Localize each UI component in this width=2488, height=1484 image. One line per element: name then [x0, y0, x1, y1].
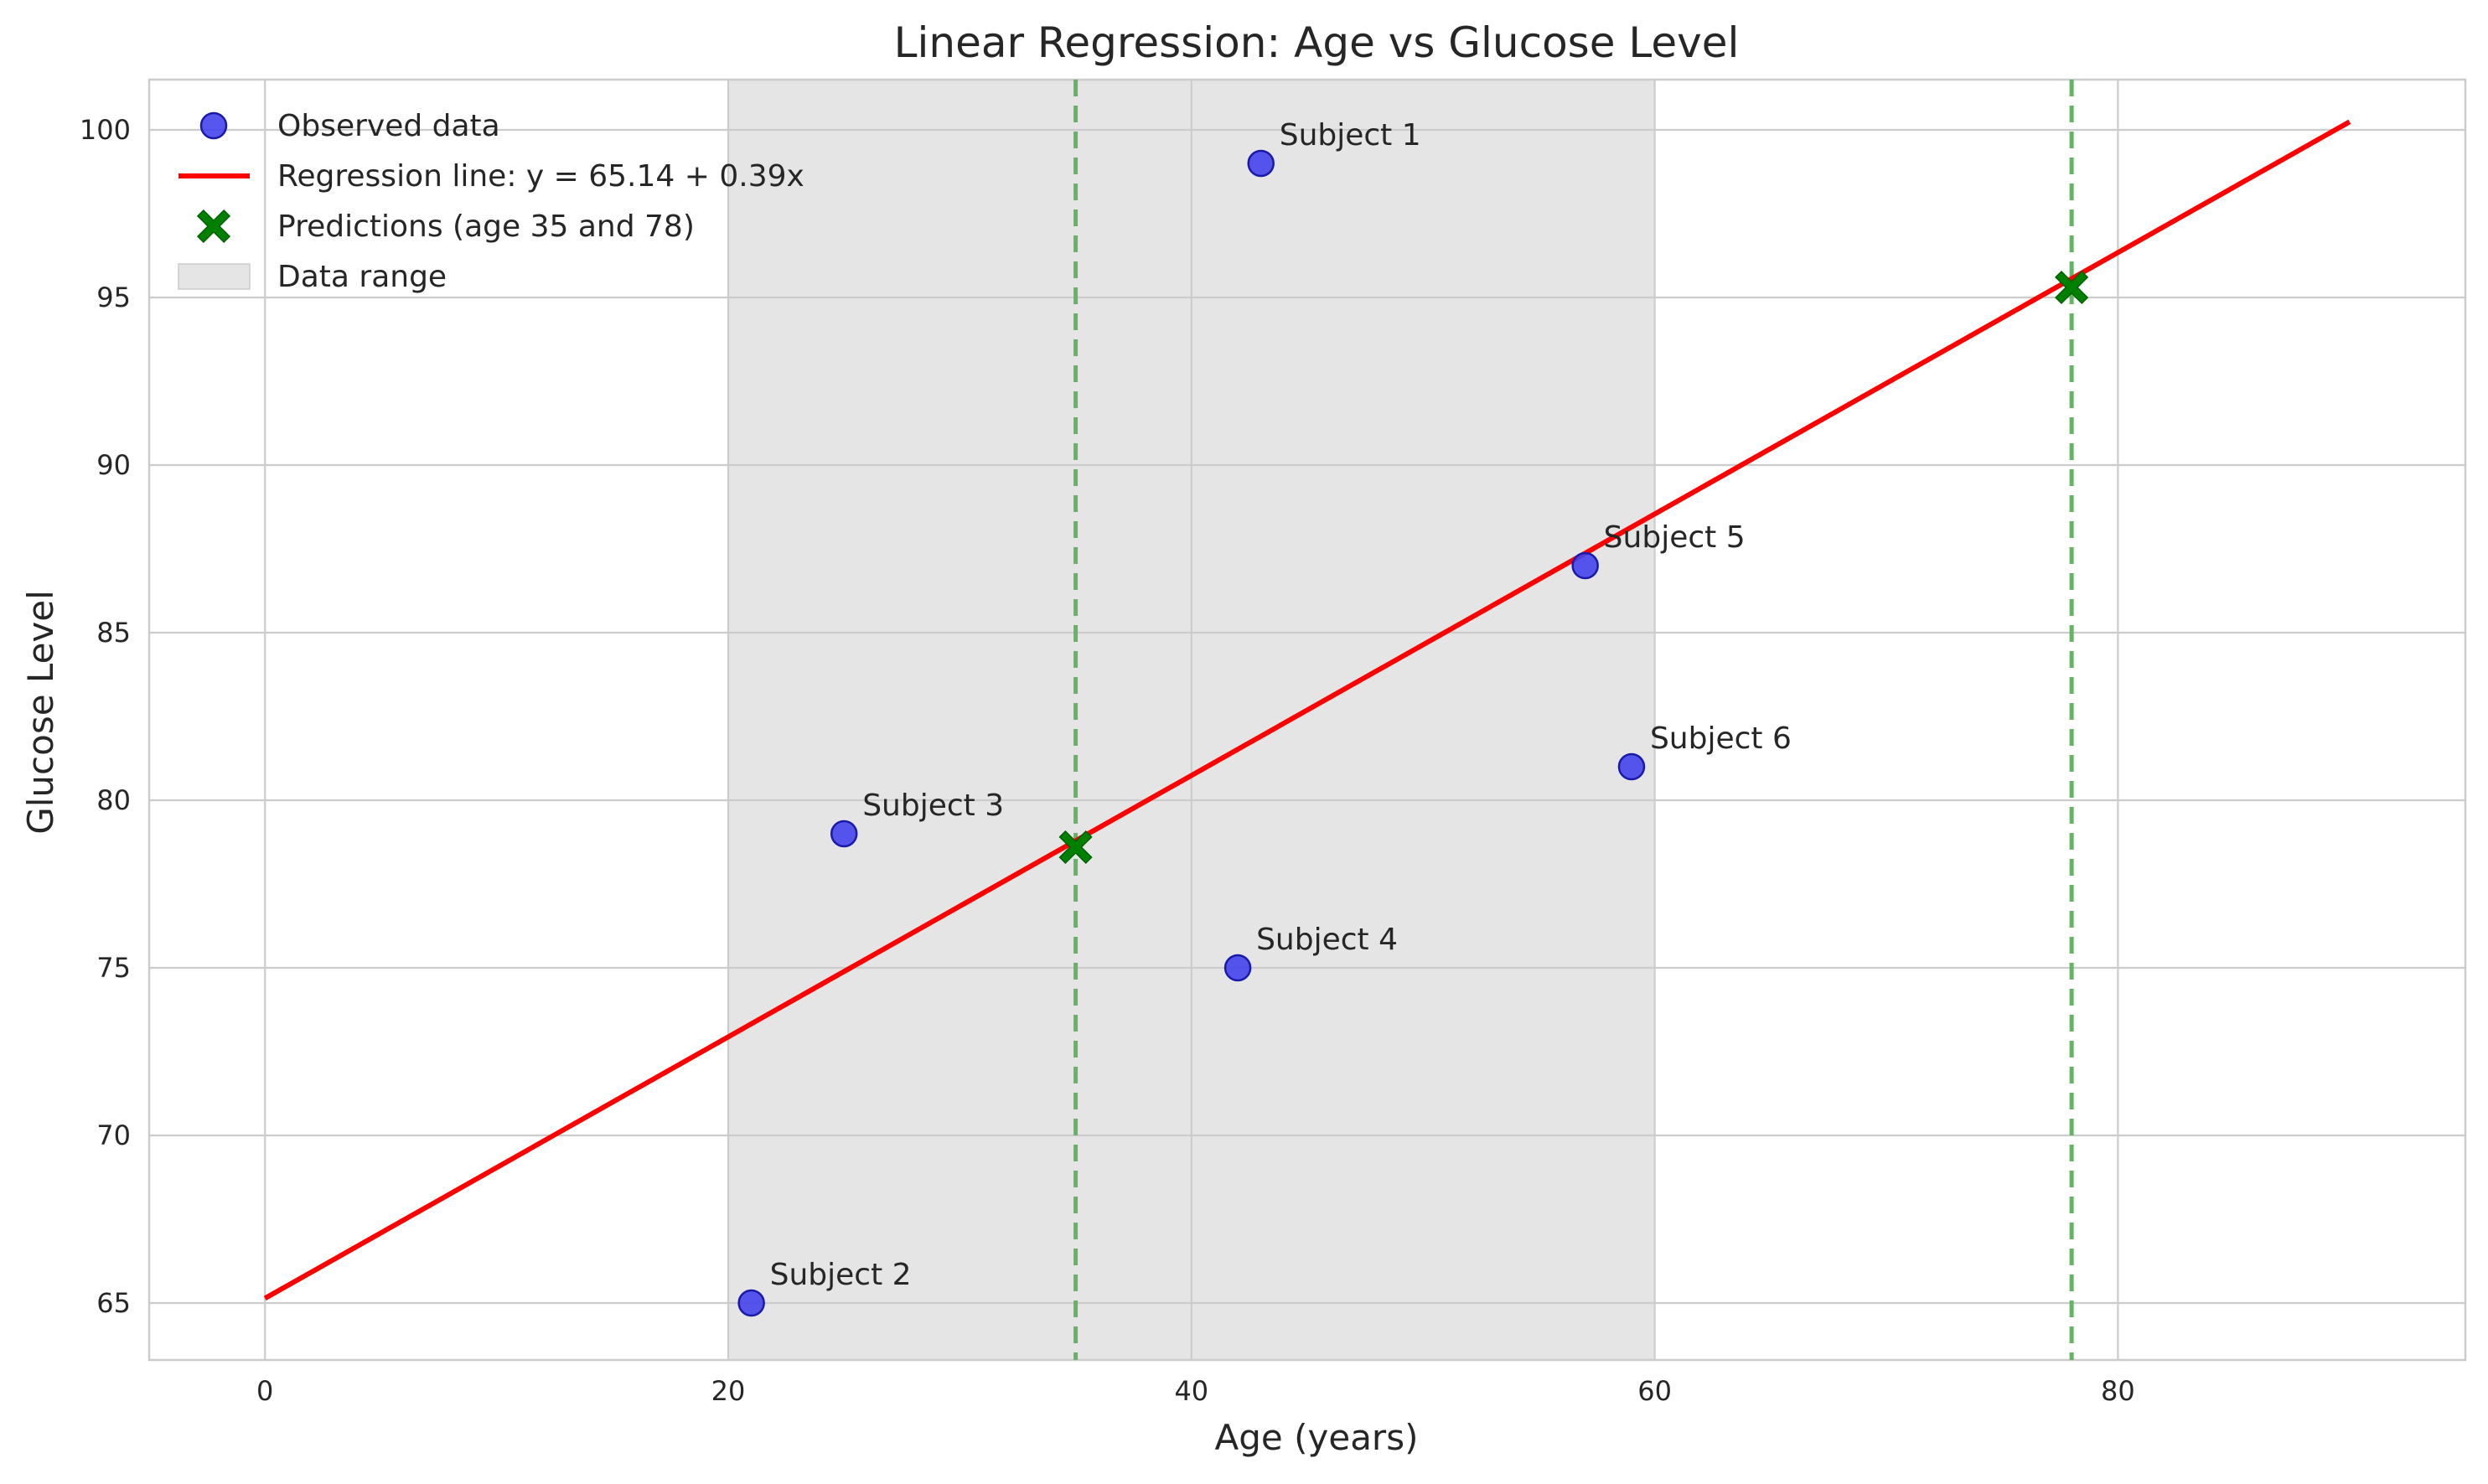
point-annotation: Subject 2: [770, 1258, 912, 1292]
point-annotation: Subject 1: [1280, 118, 1421, 153]
observed-point: [830, 820, 858, 848]
point-annotation: Subject 5: [1604, 520, 1746, 555]
x-tick-label: 0: [256, 1375, 273, 1407]
x-tick-label: 80: [2101, 1375, 2135, 1407]
legend-prediction-label: Predictions (age 35 and 78): [277, 209, 695, 244]
y-axis-label: Glucose Level: [20, 590, 61, 835]
observed-point: [1617, 752, 1646, 781]
point-annotation: Subject 3: [862, 789, 1004, 823]
legend-observed-label: Observed data: [277, 109, 500, 143]
y-tick-label: 65: [96, 1287, 131, 1319]
legend: Observed data Regression line: y = 65.14 …: [178, 109, 804, 294]
chart-title: Linear Regression: Age vs Glucose Level: [894, 18, 1740, 67]
plot-area: 0 20 40 60 80 65 70 75 80 85 90 95 100 Subject 1 Subje…: [80, 78, 2467, 1407]
point-annotation: Subject 4: [1256, 923, 1398, 957]
prediction-marker: [2055, 270, 2089, 305]
x-tick-label: 20: [711, 1375, 746, 1407]
observed-point: [1223, 954, 1252, 982]
y-tick-label: 95: [96, 282, 131, 313]
legend-range-label: Data range: [277, 260, 447, 294]
legend-prediction-swatch: [196, 209, 231, 244]
plot-frame: [147, 78, 2467, 1362]
observed-point: [737, 1289, 765, 1317]
y-tick-label: 75: [96, 952, 131, 984]
x-tick-label: 40: [1174, 1375, 1208, 1407]
y-tick-label: 90: [96, 449, 131, 481]
legend-regression-label: Regression line: y = 65.14 + 0.39x: [277, 159, 804, 194]
y-tick-label: 100: [80, 114, 131, 146]
observed-point: [1571, 551, 1599, 580]
regression-line: [263, 119, 2351, 1301]
y-tick-label: 80: [96, 784, 131, 816]
prediction-marker: [1058, 830, 1093, 865]
x-tick-label: 60: [1637, 1375, 1672, 1407]
observed-point: [1247, 149, 1275, 178]
legend-observed-swatch: [199, 111, 228, 140]
y-tick-label: 70: [96, 1119, 131, 1151]
y-tick-label: 85: [96, 617, 131, 649]
point-annotation: Subject 6: [1650, 721, 1792, 756]
x-axis-label: Age (years): [1215, 1417, 1419, 1458]
legend-range-swatch: [178, 263, 251, 290]
